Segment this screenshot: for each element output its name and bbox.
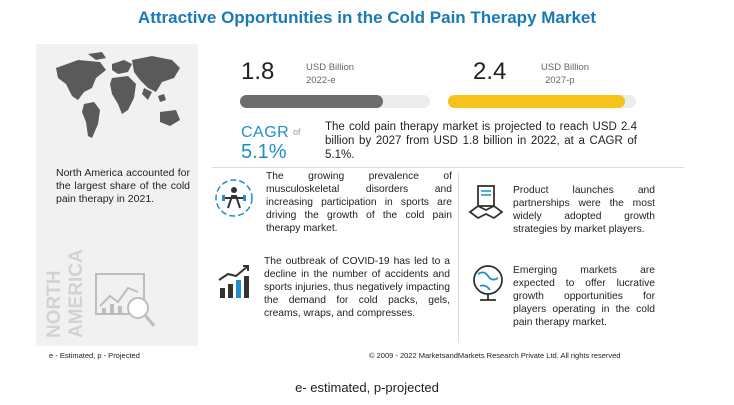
fitness-person-icon (215, 179, 253, 217)
page-title: Attractive Opportunities in the Cold Pai… (137, 8, 597, 27)
metric-2022-year: 2022-e (306, 75, 336, 86)
footer-legend: e - Estimated, p - Projected (49, 351, 140, 360)
region-label-line1: NORTH (44, 270, 65, 338)
opportunity-text: Emerging markets are expected to offer l… (513, 265, 655, 328)
footer-copyright: © 2009 - 2022 MarketsandMarkets Research… (369, 351, 621, 360)
cagr-value: 5.1% (241, 141, 287, 163)
metric-2022-value: 1.8 (241, 58, 275, 85)
handshake-icon (468, 185, 504, 220)
metric-2022-bar (240, 95, 430, 108)
region-label: NORTH AMERICA (44, 249, 87, 338)
globe-icon (473, 265, 503, 301)
metric-2027-unit: USD Billion (541, 62, 590, 73)
metric-2027-bar-fill (448, 95, 625, 108)
region-note: North America accounted for the largest … (56, 167, 190, 205)
metric-2027-value: 2.4 (473, 58, 507, 85)
metric-2022-unit: USD Billion (306, 62, 355, 73)
region-label-line2: AMERICA (66, 249, 87, 338)
divider-vertical (458, 172, 459, 342)
market-summary: The cold pain therapy market is projecte… (325, 121, 637, 161)
chart-magnifier-icon (95, 273, 156, 327)
cagr-label: CAGR (241, 124, 290, 141)
divider-horizontal (212, 167, 684, 168)
caption: e- estimated, p-projected (295, 380, 439, 395)
driver-text: The growing prevalence of musculoskeleta… (266, 171, 452, 234)
decline-chart-icon (218, 265, 249, 298)
cagr-of: of (293, 127, 301, 137)
metric-2027-year: 2027-p (545, 75, 575, 86)
metric-2027-bar (448, 95, 636, 108)
restraint-text: The outbreak of COVID-19 has led to a de… (264, 256, 450, 319)
metric-2022-bar-fill (240, 95, 383, 108)
strategy-text: Product launches and partnerships were t… (513, 185, 655, 235)
world-map-icon (56, 52, 180, 138)
